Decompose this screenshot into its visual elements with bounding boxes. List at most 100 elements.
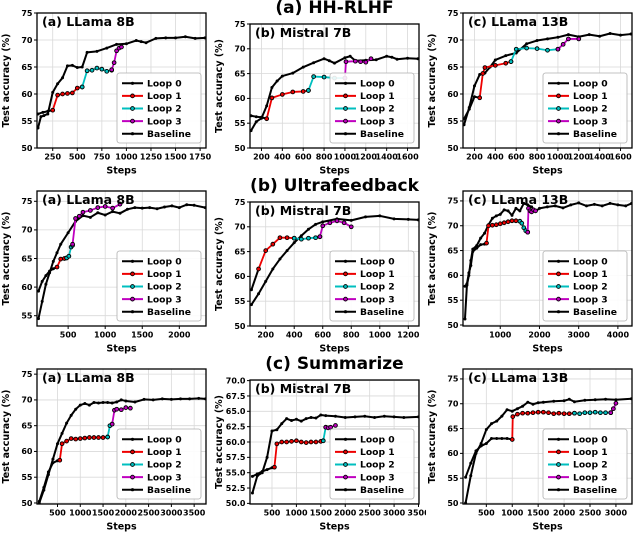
legend-label: Loop 2 [147,104,182,115]
marker-dot [541,400,545,404]
marker-dot [522,201,526,205]
marker-circle [95,205,101,210]
marker-dot [118,211,122,215]
legend-label: Loop 3 [147,472,182,483]
marker-circle [59,441,65,447]
marker-circle [525,410,531,416]
subplot-hhrlhf-llama13b: 200 400 600 800 1000 1200 1400 1600 50 55 60 65 70 75… [426,0,639,178]
y-tick-label: 60 [447,90,459,99]
marker-dot [531,402,535,406]
marker-dot [55,251,59,255]
marker-circle [89,67,95,73]
marker-circle [598,410,603,416]
marker-dot [465,283,469,287]
subplot-summarize-llama13b: 500 1000 1500 2000 2500 3000 50 55 60 65 70 75 Steps… [426,356,639,534]
marker-circle [102,204,108,209]
x-tick-label: 1000 [69,509,92,518]
x-tick-label: 1400 [376,153,399,162]
marker-dot [75,66,79,70]
marker-dot [479,243,483,247]
marker-dot [270,85,274,89]
marker-dot [87,403,91,407]
marker-dot [592,202,596,206]
marker-circle [582,410,588,416]
marker-dot [309,415,313,419]
y-tick-label: 70.0 [226,376,246,385]
marker-circle [94,65,100,71]
marker-dot [46,112,50,116]
marker-dot [51,90,55,94]
marker-dot [40,299,44,303]
marker-dot [587,33,591,37]
marker-circle [363,59,369,65]
marker-circle [88,208,93,213]
legend-label: Loop 0 [360,257,395,268]
marker-dot [69,413,73,417]
marker-circle [566,36,571,42]
marker-dot [619,33,623,37]
y-tick-label: 75 [447,197,459,206]
marker-circle [91,435,97,440]
x-tick-label: 500 [69,153,86,162]
marker-dot [106,400,110,404]
marker-circle [111,60,117,66]
marker-dot [260,471,264,475]
marker-circle [320,223,326,229]
x-tick-label: 2500 [579,509,602,518]
marker-dot [160,397,164,401]
marker-dot [59,242,63,246]
marker-circle [118,407,124,413]
marker-dot [144,41,148,45]
subplot-title: (a) LLama 8B [42,192,135,207]
marker-dot [321,220,325,224]
marker-dot [192,203,196,207]
y-tick-label: 75 [234,198,246,207]
marker-circle [269,95,275,101]
marker-dot [255,474,259,478]
marker-circle [264,116,270,122]
y-tick-label: 65 [21,63,33,72]
marker-circle [613,400,619,406]
y-tick-label: 65.0 [226,407,246,416]
x-tick-label: 400 [487,153,504,162]
marker-circle [587,410,593,416]
marker-dot [294,417,298,421]
marker-dot [333,61,336,65]
marker-circle [482,65,488,70]
y-tick-label: 70 [447,222,459,231]
series-line-loop-0 [37,109,53,115]
y-tick-label: 75 [234,20,246,29]
marker-circle [572,410,577,416]
marker-circle [298,236,304,242]
marker-dot [257,292,261,296]
subplot-title: (c) LLama 13B [468,192,568,207]
marker-circle [313,235,318,241]
subplot-title: (b) Mistral 7B [255,25,351,40]
marker-dot [264,279,268,283]
marker-circle [123,405,129,410]
marker-dot [385,54,389,58]
x-tick-label: 500 [264,509,281,518]
marker-circle [308,439,314,445]
marker-circle [65,91,70,96]
marker-circle [291,235,297,241]
marker-dot [250,491,254,495]
y-tick-label: 60.0 [226,438,246,447]
legend-label: Loop 1 [573,269,608,280]
y-tick-label: 55 [447,474,459,483]
marker-circle [577,411,582,417]
legend-label: Loop 3 [360,294,395,305]
marker-dot [530,205,534,209]
marker-dot [505,436,509,440]
x-tick-label: 1000 [115,153,138,162]
marker-dot [463,317,467,321]
x-tick-label: 1000 [547,153,570,162]
legend-label: Loop 2 [147,282,182,293]
x-axis-label: Steps [106,166,137,177]
marker-dot [556,35,560,39]
